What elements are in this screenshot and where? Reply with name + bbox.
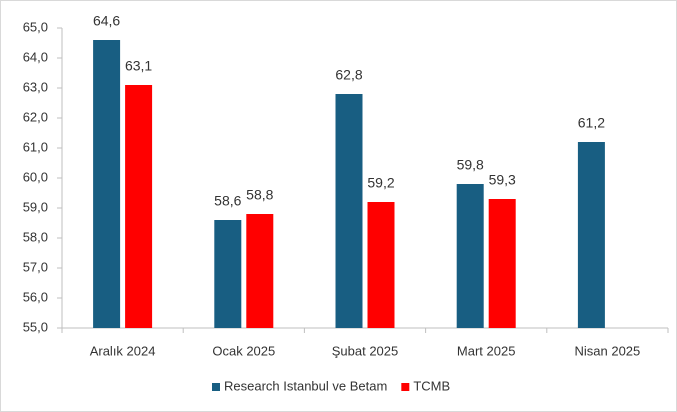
y-tick-label: 56,0	[23, 289, 48, 304]
value-label: 59,8	[457, 157, 484, 173]
x-tick-label: Aralık 2024	[90, 343, 156, 358]
bar	[367, 202, 395, 328]
bar	[246, 214, 274, 328]
x-tick-label: Şubat 2025	[332, 343, 399, 358]
legend-label: Research Istanbul ve Betam	[224, 378, 387, 393]
bar	[125, 85, 153, 328]
value-label: 58,6	[214, 193, 241, 209]
value-label: 59,3	[489, 172, 516, 188]
value-label: 58,8	[246, 187, 273, 203]
value-label: 59,2	[367, 175, 394, 191]
y-tick-label: 64,0	[23, 49, 48, 64]
bar	[214, 220, 242, 328]
bar	[488, 199, 516, 328]
y-tick-label: 61,0	[23, 139, 48, 154]
y-tick-label: 59,0	[23, 199, 48, 214]
y-tick-label: 63,0	[23, 79, 48, 94]
bar	[93, 40, 121, 328]
legend-swatch	[212, 383, 220, 391]
y-tick-label: 57,0	[23, 259, 48, 274]
value-label: 61,2	[578, 115, 605, 131]
y-tick-label: 60,0	[23, 169, 48, 184]
bar	[456, 184, 484, 328]
value-label: 63,1	[125, 58, 152, 74]
x-tick-label: Nisan 2025	[575, 343, 641, 358]
value-label: 62,8	[335, 67, 362, 83]
legend-label: TCMB	[413, 378, 450, 393]
bar	[577, 142, 605, 328]
x-tick-label: Ocak 2025	[212, 343, 275, 358]
y-tick-label: 62,0	[23, 109, 48, 124]
y-tick-label: 55,0	[23, 319, 48, 334]
x-tick-label: Mart 2025	[457, 343, 516, 358]
legend-swatch	[401, 383, 410, 391]
value-label: 64,6	[93, 13, 120, 29]
y-tick-label: 58,0	[23, 229, 48, 244]
bar	[335, 94, 363, 328]
y-tick-label: 65,0	[23, 19, 48, 34]
